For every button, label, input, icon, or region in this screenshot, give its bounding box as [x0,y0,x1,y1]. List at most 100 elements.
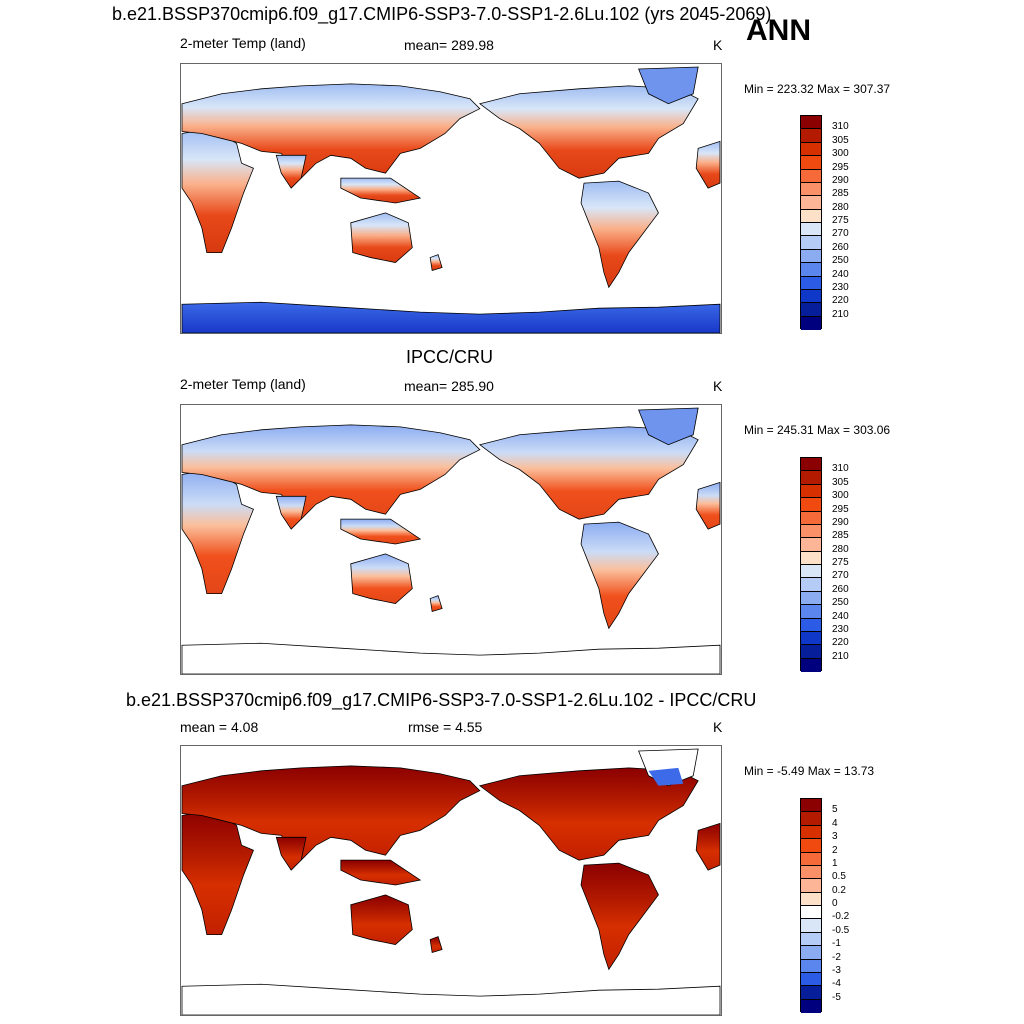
continent-india [275,836,307,871]
panel1-title: b.e21.BSSP370cmip6.f09_g17.CMIP6-SSP3-7.… [112,4,772,24]
colorbar-tick-label: 1 [832,857,838,869]
colorbar-tick-label: -1 [832,938,841,950]
colorbar-swatch [801,906,821,920]
panel1-minmax-label: Min = 223.32 Max = 307.37 [744,82,891,96]
colorbar-swatch [801,852,821,866]
colorbar-swatch [801,129,821,143]
continent-austr [350,212,413,263]
colorbar-swatch [801,303,821,317]
continent-africa [181,810,254,935]
continent-india [275,154,307,189]
continent-westafr [695,822,721,871]
colorbar-tick-label: 4 [832,817,838,829]
continent-westafr [695,481,721,530]
panel3-title: b.e21.BSSP370cmip6.f09_g17.CMIP6-SSP3-7.… [126,690,757,710]
colorbar-swatch [801,825,821,840]
colorbar-tick-label: 275 [832,215,849,226]
colorbar-tick-label: 240 [832,268,849,280]
panel3-map [180,745,722,1016]
colorbar-swatch [801,249,821,264]
colorbar-swatch [801,578,821,592]
colorbar-swatch [801,263,821,277]
continent-eurasia [181,424,481,520]
colorbar-tick-label: 285 [832,188,849,200]
continent-sea [340,177,422,204]
continent-samer [580,180,659,289]
colorbar-tick-label: 280 [832,543,849,555]
panel1-units-label: K [713,37,723,53]
colorbar-swatch [801,156,821,170]
continent-nz [429,254,443,271]
colorbar-swatch [801,618,821,632]
colorbar-swatch [801,565,821,579]
colorbar-swatch [801,812,821,826]
colorbar-tick-label: 270 [832,570,849,582]
continent-greenl [638,407,699,446]
panel3-rmse-label: rmse = 4.55 [408,719,483,735]
colorbar-tick-label: 290 [832,516,849,528]
panel3-mean-label: mean = 4.08 [180,719,259,735]
colorbar-tick-label: 230 [832,281,849,293]
colorbar-tick-label: 5 [832,804,838,816]
continent-africa [181,469,254,594]
colorbar-tick-label: 260 [832,583,849,595]
panel2-minmax-label: Min = 245.31 Max = 303.06 [744,423,891,437]
colorbar-swatch [801,919,821,933]
panel3-colorbar [800,798,822,1013]
colorbar-tick-label: 0.5 [832,871,846,883]
colorbar-tick-label: -2 [832,951,841,963]
colorbar-tick-label: 260 [832,241,849,253]
colorbar-swatch [801,959,821,973]
continent-india [275,495,307,530]
colorbar-tick-label: 305 [832,476,849,488]
colorbar-swatch [801,276,821,290]
continent-africa [181,128,254,253]
colorbar-swatch [801,865,821,880]
continent-namer [478,426,699,520]
colorbar-swatch [801,182,821,197]
colorbar-swatch [801,892,821,906]
colorbar-swatch [801,551,821,565]
colorbar-tick-label: 310 [832,463,849,475]
colorbar-swatch [801,458,821,472]
colorbar-tick-label: 0 [832,898,838,909]
colorbar-tick-label: -5 [832,991,841,1003]
colorbar-tick-label: 210 [832,308,849,320]
colorbar-swatch [801,196,821,210]
continent-westafr [695,140,721,189]
colorbar-swatch [801,511,821,525]
colorbar-tick-label: 220 [832,637,849,649]
colorbar-swatch [801,316,821,330]
season-label: ANN [746,14,811,47]
colorbar-tick-label: 3 [832,831,838,843]
colorbar-swatch [801,631,821,646]
colorbar-swatch [801,839,821,853]
continent-austr [350,894,413,945]
world-map-svg [181,66,721,333]
colorbar-tick-label: -0.5 [832,924,850,936]
panel3-minmax-label: Min = -5.49 Max = 13.73 [744,764,875,778]
panel1-variable-label: 2-meter Temp (land) [180,35,306,51]
panel1-map [180,63,722,334]
colorbar-swatch [801,999,821,1013]
colorbar-tick-label: 295 [832,161,849,173]
colorbar-swatch [801,116,821,130]
colorbar-tick-label: 250 [832,255,849,267]
continent-eurasia [181,765,481,861]
continent-namer [478,767,699,861]
colorbar-tick-label: 210 [832,650,849,662]
continent-sea [340,518,422,545]
panel2-variable-label: 2-meter Temp (land) [180,376,306,392]
panel2-title: IPCC/CRU [406,347,494,367]
continent-samer [580,862,659,971]
world-map-svg [181,407,721,674]
colorbar-tick-label: 300 [832,148,849,160]
colorbar-swatch [801,289,821,304]
continent-samer [580,521,659,630]
continent-nz [429,595,443,612]
continent-antarc [181,301,721,333]
colorbar-tick-label: 290 [832,174,849,186]
colorbar-tick-label: 2 [832,844,838,856]
continent-namer [478,85,699,179]
colorbar-swatch [801,658,821,672]
